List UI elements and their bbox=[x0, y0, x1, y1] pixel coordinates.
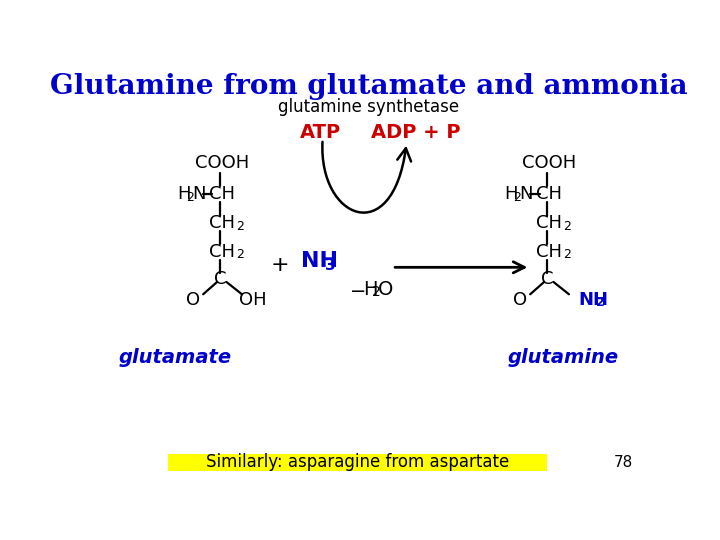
Text: −: − bbox=[350, 282, 366, 301]
Text: 2: 2 bbox=[513, 191, 521, 204]
Text: N: N bbox=[192, 185, 206, 203]
Text: H: H bbox=[178, 185, 191, 203]
Text: O: O bbox=[186, 291, 200, 309]
Text: H: H bbox=[505, 185, 518, 203]
Text: O: O bbox=[513, 291, 527, 309]
FancyBboxPatch shape bbox=[168, 454, 547, 470]
Text: Similarly: asparagine from aspartate: Similarly: asparagine from aspartate bbox=[206, 453, 509, 471]
Text: glutamine: glutamine bbox=[507, 348, 618, 367]
Text: CH: CH bbox=[536, 243, 562, 261]
Text: OH: OH bbox=[239, 291, 266, 309]
Text: 2: 2 bbox=[372, 285, 381, 299]
Text: glutamate: glutamate bbox=[119, 348, 232, 367]
Text: 2: 2 bbox=[596, 296, 605, 309]
Text: NH: NH bbox=[301, 251, 338, 271]
Text: CH: CH bbox=[209, 185, 235, 203]
Text: CH: CH bbox=[209, 243, 235, 261]
Text: 2: 2 bbox=[235, 248, 243, 261]
Text: CH: CH bbox=[209, 214, 235, 232]
Text: ADP + P: ADP + P bbox=[371, 123, 460, 142]
Text: glutamine synthetase: glutamine synthetase bbox=[279, 98, 459, 116]
Text: 3: 3 bbox=[325, 258, 336, 273]
Text: +: + bbox=[271, 255, 289, 275]
Text: CH: CH bbox=[536, 214, 562, 232]
Text: H: H bbox=[363, 280, 377, 299]
Text: 2: 2 bbox=[563, 248, 571, 261]
Text: ATP: ATP bbox=[300, 123, 341, 142]
FancyArrowPatch shape bbox=[323, 142, 411, 213]
Text: 2: 2 bbox=[563, 220, 571, 233]
Text: C: C bbox=[214, 270, 227, 288]
Text: N: N bbox=[519, 185, 533, 203]
Text: 2: 2 bbox=[186, 191, 194, 204]
Text: C: C bbox=[541, 270, 554, 288]
Text: CH: CH bbox=[536, 185, 562, 203]
Text: Glutamine from glutamate and ammonia: Glutamine from glutamate and ammonia bbox=[50, 73, 688, 100]
Text: 2: 2 bbox=[235, 220, 243, 233]
Text: NH: NH bbox=[578, 291, 608, 309]
Text: O: O bbox=[378, 280, 394, 299]
Text: COOH: COOH bbox=[194, 154, 249, 172]
Text: 78: 78 bbox=[613, 455, 633, 470]
Text: COOH: COOH bbox=[522, 154, 576, 172]
